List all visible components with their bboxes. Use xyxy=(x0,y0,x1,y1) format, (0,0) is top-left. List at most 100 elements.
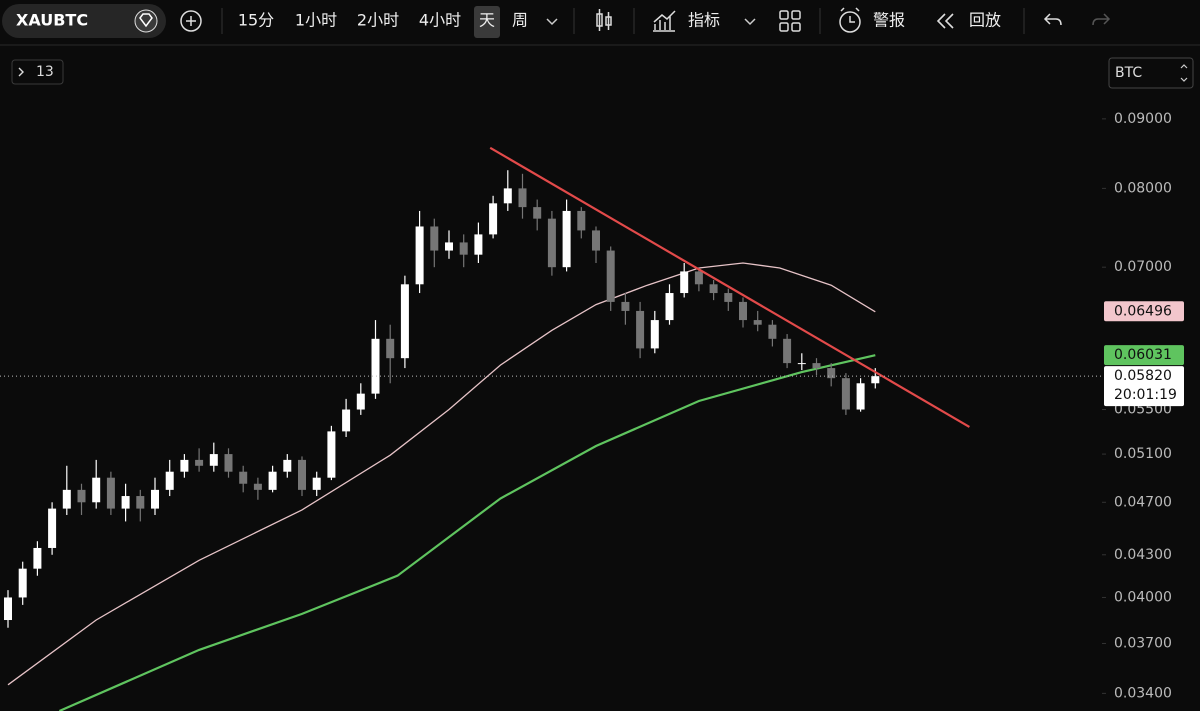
candle-body xyxy=(474,234,483,255)
candle-body xyxy=(62,489,71,509)
alert-icon[interactable] xyxy=(839,7,861,33)
price-tag-bg xyxy=(1104,366,1184,407)
currency-select[interactable] xyxy=(1108,57,1194,89)
redo[interactable] xyxy=(1092,13,1111,26)
candle-type-icon[interactable] xyxy=(596,9,612,31)
indicator-menu[interactable] xyxy=(744,18,756,26)
interval-button[interactable]: 1小时 xyxy=(295,11,337,30)
symbol-box[interactable] xyxy=(2,4,166,38)
candle-body xyxy=(209,454,218,466)
active-interval-bg xyxy=(474,6,500,38)
candle-body xyxy=(665,293,674,321)
candle-body xyxy=(680,271,689,294)
price-tag-bg xyxy=(1104,345,1184,366)
candle-body xyxy=(327,431,336,478)
candle-body xyxy=(356,393,365,410)
candle-body xyxy=(180,459,189,472)
candle-body xyxy=(48,508,57,548)
candle-body xyxy=(636,310,645,349)
candle-body xyxy=(312,477,321,490)
candle-body xyxy=(503,188,512,204)
diamond-icon xyxy=(139,13,153,28)
symbol[interactable]: XAUBTC xyxy=(16,11,88,30)
price-tag: 0.06496 xyxy=(1114,303,1172,319)
candle-body xyxy=(77,489,86,503)
candle-body xyxy=(459,242,468,255)
candle-body xyxy=(753,320,762,325)
candle-body xyxy=(298,459,306,490)
moving-average xyxy=(7,262,876,686)
candle-body xyxy=(518,188,527,208)
y-tick-label: 0.08000 xyxy=(1114,180,1172,196)
undo[interactable] xyxy=(1043,13,1062,26)
candle-body xyxy=(106,477,115,509)
interval-button[interactable]: 天 xyxy=(479,11,495,30)
chevron xyxy=(18,67,24,77)
y-tick-label: 0.05100 xyxy=(1114,446,1172,462)
candle-body xyxy=(283,459,292,472)
interval-button[interactable]: 周 xyxy=(512,11,528,30)
y-tick-label: 0.03700 xyxy=(1114,635,1172,651)
candle-body xyxy=(489,203,498,235)
plot xyxy=(4,146,970,711)
indicators-button[interactable]: 指标 xyxy=(688,11,720,30)
candle-body xyxy=(445,242,453,251)
y-tick-label: 0.04300 xyxy=(1114,547,1172,563)
alert-button[interactable]: 警报 xyxy=(873,11,905,30)
interval-button[interactable]: 4小时 xyxy=(419,11,461,30)
candle-body xyxy=(18,568,27,598)
legend-toggle[interactable] xyxy=(11,59,64,85)
countdown: 20:01:19 xyxy=(1114,387,1177,403)
price-tag: 0.06031 xyxy=(1114,347,1172,363)
indicator-icon[interactable] xyxy=(653,10,676,32)
candle-body xyxy=(812,363,821,369)
candle-body xyxy=(268,471,277,490)
y-tick-label: 0.03400 xyxy=(1114,685,1172,701)
candle-body xyxy=(768,324,777,339)
candle-body xyxy=(606,250,615,302)
plus xyxy=(186,16,196,26)
candle-body xyxy=(797,363,806,365)
candle-body xyxy=(136,496,145,509)
indicator-count: 13 xyxy=(36,64,54,80)
y-tick-label: 0.07000 xyxy=(1114,259,1172,275)
add-icon[interactable] xyxy=(180,10,202,32)
candle-body xyxy=(709,284,718,294)
candle-body xyxy=(165,471,174,490)
candle-body xyxy=(151,489,159,509)
replay-icon[interactable] xyxy=(936,13,954,29)
candle-body xyxy=(386,338,395,359)
select-arrows xyxy=(1180,64,1188,82)
candle-body xyxy=(400,284,409,359)
candle-body xyxy=(121,496,130,509)
candle-body xyxy=(724,293,733,302)
candle-body xyxy=(430,226,439,251)
candle-body xyxy=(577,210,586,231)
candle-body xyxy=(621,301,630,311)
currency[interactable]: BTC xyxy=(1115,65,1142,81)
candle-body xyxy=(841,378,850,410)
interval-button[interactable]: 15分 xyxy=(238,11,274,30)
interval-button[interactable]: 2小时 xyxy=(357,11,399,30)
candle-body xyxy=(4,597,12,621)
candle-body xyxy=(342,409,351,432)
candle-body xyxy=(533,207,542,219)
candle-body xyxy=(547,218,556,268)
candle-body xyxy=(562,210,571,268)
interval-menu[interactable] xyxy=(546,18,558,26)
layout-icon[interactable] xyxy=(779,10,801,32)
candle-body xyxy=(195,459,204,466)
moving-average xyxy=(58,354,876,711)
candle-body xyxy=(592,230,600,251)
favorite-icon[interactable] xyxy=(134,9,158,33)
candle-body xyxy=(92,477,101,503)
candle-body xyxy=(856,383,865,410)
y-tick-label: 0.09000 xyxy=(1114,111,1172,127)
candle-body xyxy=(827,368,836,379)
candle-body xyxy=(253,483,262,490)
candle-body xyxy=(415,226,424,285)
replay-button[interactable]: 回放 xyxy=(969,11,1001,30)
